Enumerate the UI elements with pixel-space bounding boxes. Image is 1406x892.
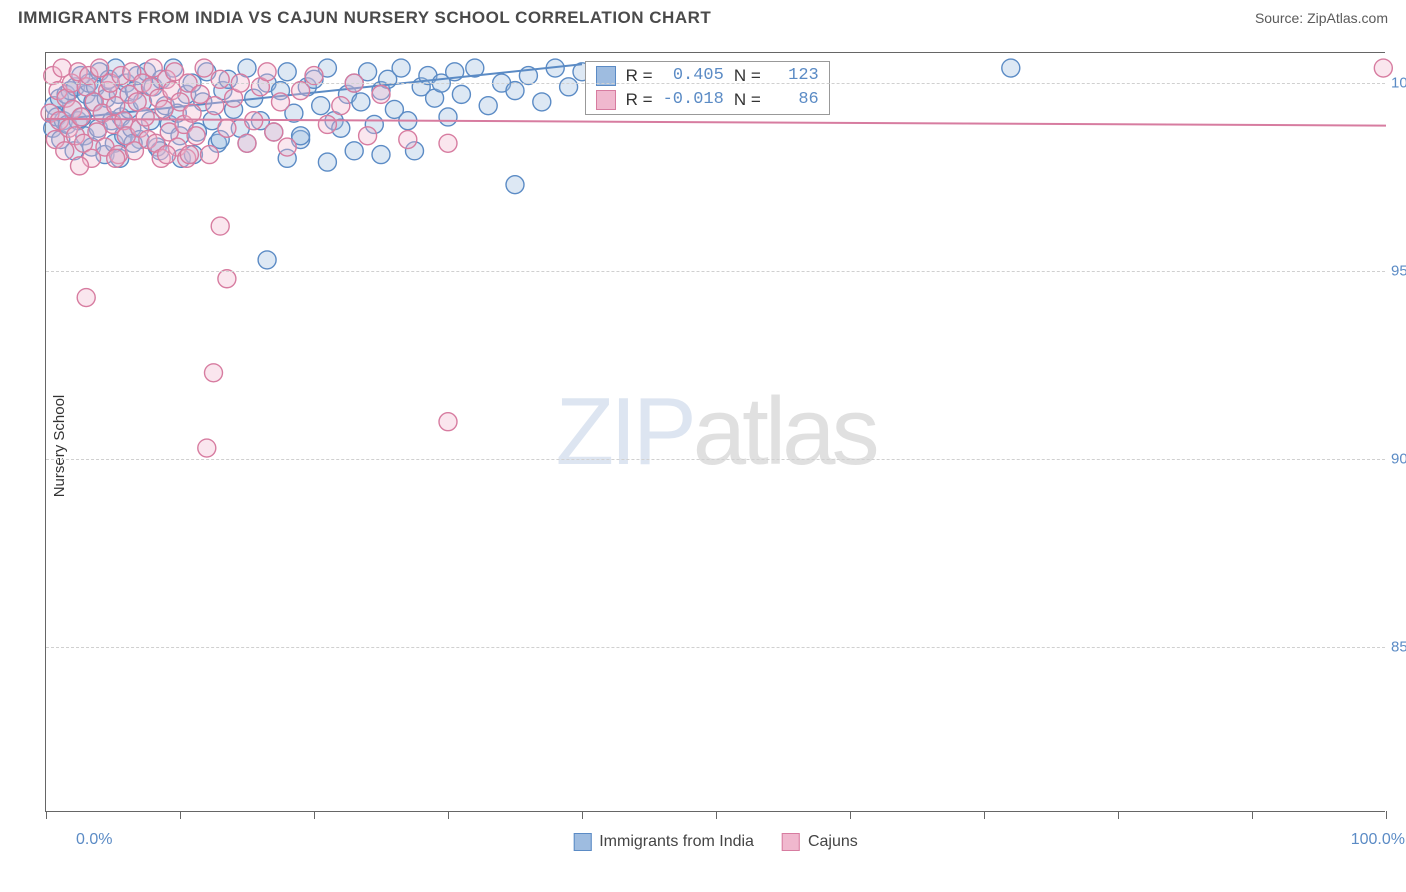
x-tick — [984, 811, 985, 819]
y-tick-label: 100.0% — [1391, 75, 1406, 92]
data-point — [399, 131, 417, 149]
data-point — [107, 149, 125, 167]
data-point — [278, 138, 296, 156]
gridline — [46, 459, 1385, 460]
data-point — [218, 119, 236, 137]
data-point — [198, 439, 216, 457]
data-point — [359, 127, 377, 145]
data-point — [318, 153, 336, 171]
gridline — [46, 271, 1385, 272]
data-point — [71, 157, 89, 175]
data-point — [187, 127, 205, 145]
data-point — [158, 146, 176, 164]
legend-n-label: N = — [734, 90, 761, 110]
x-tick — [180, 811, 181, 819]
legend-swatch — [596, 90, 616, 110]
data-point — [312, 97, 330, 115]
legend-item: Cajuns — [782, 833, 858, 851]
data-point — [265, 123, 283, 141]
y-tick-label: 90.0% — [1391, 451, 1406, 468]
x-tick — [1118, 811, 1119, 819]
x-tick — [448, 811, 449, 819]
data-point — [205, 364, 223, 382]
x-axis-label-min: 0.0% — [76, 831, 112, 849]
data-point — [292, 82, 310, 100]
data-point — [200, 146, 218, 164]
chart-area: ZIPatlas R =0.405N =123R =-0.018N =86 85… — [45, 52, 1385, 812]
legend-r-label: R = — [626, 90, 653, 110]
x-tick — [1386, 811, 1387, 819]
data-point — [345, 142, 363, 160]
data-point — [479, 97, 497, 115]
data-point — [258, 63, 276, 81]
plot-region: ZIPatlas R =0.405N =123R =-0.018N =86 85… — [46, 53, 1385, 811]
gridline — [46, 647, 1385, 648]
data-point — [352, 93, 370, 111]
x-tick — [46, 811, 47, 819]
stats-legend: R =0.405N =123R =-0.018N =86 — [585, 61, 830, 115]
legend-item: Immigrants from India — [573, 833, 754, 851]
data-point — [136, 108, 154, 126]
data-point — [332, 97, 350, 115]
data-point — [191, 85, 209, 103]
data-point — [439, 108, 457, 126]
chart-header: IMMIGRANTS FROM INDIA VS CAJUN NURSERY S… — [0, 0, 1406, 32]
legend-n-value: 86 — [771, 90, 819, 109]
x-tick — [582, 811, 583, 819]
chart-source: Source: ZipAtlas.com — [1255, 10, 1388, 26]
data-point — [56, 142, 74, 160]
data-point — [533, 93, 551, 111]
data-point — [372, 85, 390, 103]
data-point — [218, 270, 236, 288]
bottom-legend: Immigrants from India Cajuns — [573, 833, 858, 851]
legend-r-value: -0.018 — [663, 90, 724, 109]
data-point — [272, 93, 290, 111]
data-point — [560, 78, 578, 96]
data-point — [206, 97, 224, 115]
data-point — [180, 146, 198, 164]
x-tick — [1252, 811, 1253, 819]
data-point — [258, 251, 276, 269]
legend-label: Cajuns — [808, 833, 858, 851]
data-point — [155, 100, 173, 118]
data-point — [195, 59, 213, 77]
data-point — [1002, 59, 1020, 77]
data-point — [238, 134, 256, 152]
data-point — [439, 413, 457, 431]
data-point — [211, 217, 229, 235]
data-point — [77, 289, 95, 307]
data-point — [452, 85, 470, 103]
gridline — [46, 83, 1385, 84]
x-tick — [716, 811, 717, 819]
data-point — [439, 134, 457, 152]
chart-title: IMMIGRANTS FROM INDIA VS CAJUN NURSERY S… — [18, 8, 711, 28]
legend-swatch — [782, 833, 800, 851]
data-point — [506, 176, 524, 194]
data-point — [392, 59, 410, 77]
legend-label: Immigrants from India — [599, 833, 754, 851]
data-point — [211, 70, 229, 88]
plot-svg — [46, 53, 1385, 811]
x-tick — [850, 811, 851, 819]
y-tick-label: 95.0% — [1391, 263, 1406, 280]
data-point — [372, 146, 390, 164]
y-tick-label: 85.0% — [1391, 639, 1406, 656]
data-point — [91, 59, 109, 77]
data-point — [72, 108, 90, 126]
legend-swatch — [573, 833, 591, 851]
data-point — [305, 67, 323, 85]
data-point — [1374, 59, 1392, 77]
x-axis-label-max: 100.0% — [1351, 831, 1405, 849]
data-point — [278, 63, 296, 81]
data-point — [506, 82, 524, 100]
x-tick — [314, 811, 315, 819]
data-point — [318, 115, 336, 133]
